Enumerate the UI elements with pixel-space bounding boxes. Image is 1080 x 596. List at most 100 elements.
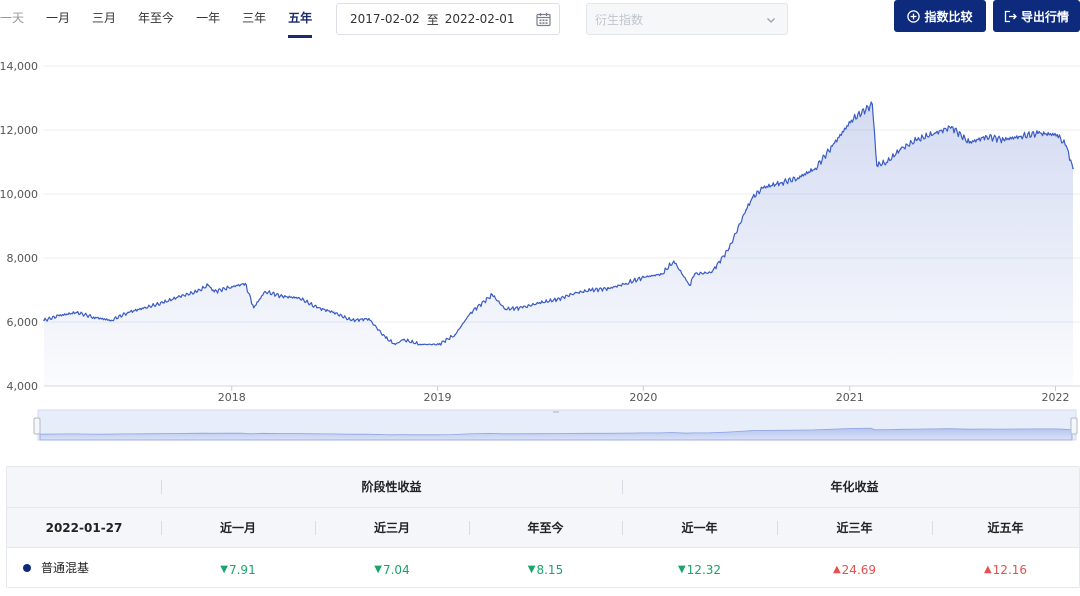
date-range-picker[interactable]: 2017-02-02 至 2022-02-01: [336, 3, 560, 35]
periodic-returns-header: 阶段性收益: [361, 480, 422, 494]
data-point: [814, 167, 817, 170]
tab-range-3y[interactable]: 三年: [242, 11, 267, 25]
return-value: 12.32: [686, 563, 722, 577]
navigator-handle-right[interactable]: [1070, 417, 1078, 435]
data-point: [350, 319, 353, 322]
column-divider: [932, 521, 933, 535]
up-arrow-icon: ▲: [983, 564, 992, 575]
return-5y: ▲ 12.16: [932, 548, 1079, 588]
derived-index-select[interactable]: 衍生指数: [586, 3, 788, 35]
down-arrow-icon: ▼: [677, 564, 686, 575]
column-divider: [469, 521, 470, 535]
return-value: 7.91: [228, 563, 256, 577]
date-end[interactable]: 2022-02-01: [444, 12, 515, 26]
data-point: [231, 286, 233, 288]
data-point: [850, 119, 853, 122]
column-header-ytd: 年至今: [527, 521, 564, 535]
table-row[interactable]: 普通混基 ▼ 7.91 ▼ 7.04 ▼ 8.15 ▼ 12.32 ▲ 24.69 ▲ 12…: [7, 547, 1079, 587]
column-header-1y: 近一年: [681, 521, 718, 535]
data-point: [368, 318, 370, 320]
range-navigator[interactable]: [33, 409, 1078, 441]
column-divider: [622, 480, 623, 494]
y-tick-label: 14,000: [0, 60, 38, 73]
data-point: [728, 247, 730, 250]
data-point: [1072, 167, 1074, 170]
compare-index-button[interactable]: 指数比较: [894, 0, 986, 32]
navigator-grip[interactable]: [553, 411, 559, 413]
tab-range-1y[interactable]: 一年: [196, 11, 221, 25]
tab-range-5y[interactable]: 五年: [288, 0, 313, 38]
down-arrow-icon: ▼: [220, 564, 228, 575]
data-point: [1065, 145, 1067, 147]
data-point: [1037, 132, 1039, 134]
data-point: [916, 138, 919, 141]
table-column-header-row: 2022-01-27 近一月 近三月 年至今 近一年 近三年 近五年: [7, 507, 1079, 547]
data-point: [316, 306, 318, 309]
data-point: [745, 209, 747, 211]
navigator-area: [39, 427, 1073, 441]
data-point: [762, 186, 765, 189]
column-header-1m: 近一月: [219, 521, 256, 535]
data-point: [693, 273, 696, 275]
data-point: [394, 343, 397, 346]
navigator-handle-left[interactable]: [33, 417, 41, 435]
return-value: 24.69: [841, 563, 877, 577]
tab-range-1d[interactable]: 一天: [0, 11, 25, 25]
data-point: [384, 337, 387, 339]
data-point: [402, 338, 405, 341]
data-point: [75, 311, 78, 314]
series-color-dot: [23, 564, 31, 572]
data-point: [92, 316, 95, 319]
tab-range-ytd[interactable]: 年至今: [138, 11, 175, 25]
data-point: [470, 311, 472, 314]
data-point: [179, 295, 181, 298]
export-icon: [1004, 10, 1017, 22]
return-value: 12.16: [992, 563, 1028, 577]
x-tick-label: 2019: [424, 391, 452, 404]
x-axis: 2018 2019 2020 2021 2022: [218, 386, 1070, 404]
data-point: [264, 290, 266, 293]
return-ytd: ▼ 8.15: [469, 548, 622, 588]
data-point: [876, 164, 878, 166]
return-3m: ▼ 7.04: [315, 548, 469, 588]
data-point: [196, 290, 199, 293]
tab-range-1m[interactable]: 一月: [46, 11, 71, 25]
calendar-icon[interactable]: [536, 12, 551, 27]
data-point: [58, 314, 60, 317]
series-points: [43, 103, 1074, 346]
column-divider: [622, 521, 623, 535]
data-point: [127, 311, 129, 314]
plus-circle-icon: [907, 9, 921, 23]
up-arrow-icon: ▲: [832, 564, 841, 575]
data-point: [951, 126, 953, 128]
annualized-returns-header: 年化收益: [830, 480, 879, 494]
date-start[interactable]: 2017-02-02: [350, 12, 420, 26]
compare-button-label: 指数比较: [924, 9, 973, 24]
data-point: [207, 284, 209, 286]
data-point: [985, 135, 988, 138]
x-tick-label: 2020: [629, 391, 657, 404]
data-point: [780, 182, 782, 184]
series-area: [44, 102, 1073, 386]
data-point: [899, 148, 902, 150]
y-tick-label: 4,000: [7, 380, 39, 393]
data-point: [252, 306, 255, 309]
data-point: [661, 273, 663, 275]
data-point: [1020, 135, 1022, 138]
tab-range-3m[interactable]: 三月: [92, 11, 117, 25]
export-quotes-button[interactable]: 导出行情: [993, 0, 1080, 32]
column-header-3m: 近三月: [373, 521, 410, 535]
data-point: [1002, 138, 1005, 141]
fund-name: 普通混基: [41, 561, 90, 575]
y-axis: 4,000 6,000 8,000 10,000 12,000 14,000: [0, 60, 38, 393]
data-point: [590, 289, 593, 291]
column-header-5y: 近五年: [987, 521, 1024, 535]
time-range-tabs: 一天 一月 三月 年至今 一年 三年 五年: [0, 0, 334, 40]
data-point: [213, 290, 216, 293]
data-point: [1056, 134, 1058, 136]
return-1m: ▼ 7.91: [161, 548, 315, 588]
date-separator: 至: [426, 12, 439, 27]
data-point: [333, 311, 335, 314]
